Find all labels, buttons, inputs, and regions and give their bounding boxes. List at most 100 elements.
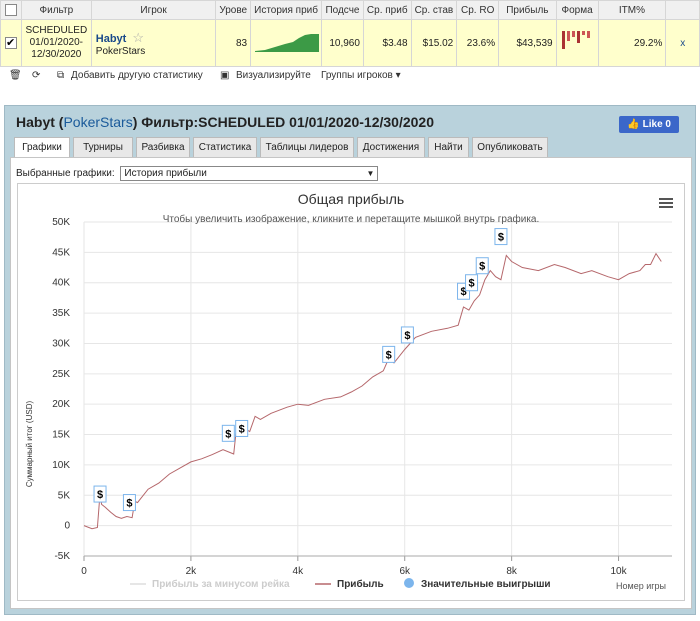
x-tick-label: 8k <box>506 566 518 577</box>
x-axis-label: Номер игры <box>616 581 666 591</box>
big-win-label: $ <box>468 278 474 290</box>
tab-leaderboards[interactable]: Таблицы лидеров <box>260 137 354 157</box>
chart-selector-dropdown[interactable]: История прибыли <box>120 166 379 181</box>
graphs-pane: Выбранные графики: История прибыли -5K 0 5… <box>10 157 692 609</box>
col-header-count[interactable]: Подсче <box>320 0 364 20</box>
col-header-avg-profit[interactable]: Ср. приб <box>362 0 412 20</box>
tab-graphs[interactable]: Графики <box>14 137 70 158</box>
chart-title: Общая прибыль <box>298 191 404 207</box>
big-win-marker[interactable]: $ <box>122 494 136 512</box>
y-tick-label: 30K <box>52 338 70 349</box>
col-header-player[interactable]: Игрок <box>90 0 217 20</box>
profit-cell: $43,539 <box>498 19 557 67</box>
col-header-history[interactable]: История приб <box>250 0 322 20</box>
filter-line-1: SCHEDULED <box>25 25 88 36</box>
big-win-flag <box>475 257 489 275</box>
itm-cell: 29.2% <box>597 19 667 67</box>
refresh-icon[interactable]: ⟳ <box>32 70 41 81</box>
history-sparkline <box>254 33 319 52</box>
x-tick-label: 4k <box>293 566 305 577</box>
big-win-marker[interactable]: $ <box>235 419 249 437</box>
facebook-like-button[interactable]: 👍 Like 0 <box>619 116 679 133</box>
big-win-label: $ <box>386 349 392 361</box>
form-bar <box>581 30 585 35</box>
player-groups-dropdown[interactable]: Группы игроков ▾ <box>321 70 401 81</box>
y-tick-label: 0 <box>64 521 70 532</box>
chart-selector-label: Выбранные графики: <box>16 168 115 179</box>
big-win-label: $ <box>97 489 103 501</box>
stats-table: Фильтр Игрок Урове История приб Подсче С… <box>0 0 700 67</box>
history-sparkline-cell <box>250 19 322 67</box>
star-icon[interactable]: ☆ <box>132 29 144 45</box>
col-header-avg-stake[interactable]: Ср. став <box>410 0 458 20</box>
big-win-marker[interactable]: $ <box>382 345 396 363</box>
stats-toolbar: 🗑 ⟳ ⧉ Добавить другую статистику ▣ Визуа… <box>0 67 700 85</box>
profit-chart[interactable]: -5K 0 5K 10K 15K 20K 25K 30K 35K 40K 45K 50K 0 2k 4k 6… <box>18 184 684 600</box>
chart-subtitle: Чтобы увеличить изображение, кликните и … <box>163 213 540 225</box>
tab-tournaments[interactable]: Турниры <box>73 137 133 157</box>
sparkline-area <box>254 33 319 52</box>
trash-icon[interactable]: 🗑 <box>9 70 22 81</box>
tab-statistics[interactable]: Статистика <box>193 137 257 157</box>
col-header-itm[interactable]: ITM% <box>597 0 667 20</box>
legend-wins-swatch <box>404 578 414 588</box>
big-win-flag <box>221 424 235 442</box>
col-header-profit[interactable]: Прибыль <box>498 0 557 20</box>
big-win-label: $ <box>404 330 410 342</box>
form-cell <box>555 19 599 67</box>
big-win-marker[interactable]: $ <box>475 257 489 275</box>
big-win-marker[interactable]: $ <box>93 485 107 503</box>
avg-stake-cell: $15.02 <box>410 19 458 67</box>
tab-search[interactable]: Найти <box>428 137 469 157</box>
filter-line-3: 12/30/2020 <box>31 49 82 60</box>
legend-profit-label[interactable]: Прибыль <box>337 578 384 590</box>
row-select-cell[interactable] <box>0 19 22 67</box>
col-header-filter[interactable]: Фильтр <box>20 0 92 20</box>
select-all-header[interactable] <box>0 0 22 20</box>
x-tick-label: 2k <box>186 566 198 577</box>
legend-wins-label[interactable]: Значительные выигрыши <box>421 579 551 590</box>
big-win-flag <box>400 326 414 344</box>
form-bar <box>571 30 575 37</box>
visualize-link[interactable]: Визуализируйте <box>236 70 311 81</box>
select-all-checkbox[interactable] <box>4 4 17 16</box>
tab-achievements[interactable]: Достижения <box>357 137 425 157</box>
chart-legend: Прибыль за минусом рейка Прибыль Значите… <box>130 578 551 590</box>
add-stat-link[interactable]: Добавить другую статистику <box>71 70 203 81</box>
panel-title: Habyt (PokerStars) Фильтр:SCHEDULED 01/0… <box>16 114 434 130</box>
tab-publish[interactable]: Опубликовать <box>472 137 548 157</box>
avg-profit-cell: $3.48 <box>362 19 412 67</box>
col-header-avg-roi[interactable]: Ср. RO <box>456 0 500 20</box>
chart-selector-row: Выбранные графики: История прибыли <box>16 166 379 181</box>
x-tick-label: 0 <box>81 566 87 577</box>
player-name-link[interactable]: Habyt <box>95 32 127 45</box>
remove-row-link[interactable]: x <box>665 19 700 67</box>
big-win-marker[interactable]: $ <box>494 228 508 246</box>
filter-cell: SCHEDULED 01/01/2020- 12/30/2020 <box>20 19 92 67</box>
x-tick-label: 6k <box>399 566 411 577</box>
col-header-form[interactable]: Форма <box>555 0 599 20</box>
chart-menu-icon[interactable] <box>659 198 673 208</box>
y-tick-label: 45K <box>52 247 70 258</box>
big-win-marker[interactable]: $ <box>465 274 479 292</box>
chart-icon: ▣ <box>220 70 230 81</box>
col-header-level[interactable]: Урове <box>215 0 252 20</box>
player-site: PokerStars <box>95 45 146 57</box>
big-win-label: $ <box>126 498 132 510</box>
stats-header-row: Фильтр Игрок Урове История приб Подсче С… <box>0 0 700 20</box>
big-win-marker[interactable]: $ <box>400 326 414 344</box>
row-checkbox[interactable] <box>4 36 17 49</box>
big-win-flag <box>382 345 396 363</box>
tab-breakdown[interactable]: Разбивка <box>136 137 190 157</box>
panel-site-link[interactable]: PokerStars <box>63 114 133 130</box>
big-win-label: $ <box>498 232 504 244</box>
legend-rake-label[interactable]: Прибыль за минусом рейка <box>152 578 290 590</box>
big-win-marker[interactable]: $ <box>221 424 235 442</box>
big-win-label: $ <box>239 423 245 435</box>
profit-chart-container[interactable]: -5K 0 5K 10K 15K 20K 25K 30K 35K 40K 45K 50K 0 2k 4k 6… <box>17 183 685 601</box>
count-cell: 10,960 <box>320 19 364 67</box>
form-bars <box>561 30 590 49</box>
profit-series-line <box>83 252 662 530</box>
player-row: SCHEDULED 01/01/2020- 12/30/2020 Habyt ☆ … <box>0 19 700 67</box>
filter-line-2: 01/01/2020- <box>29 37 84 48</box>
